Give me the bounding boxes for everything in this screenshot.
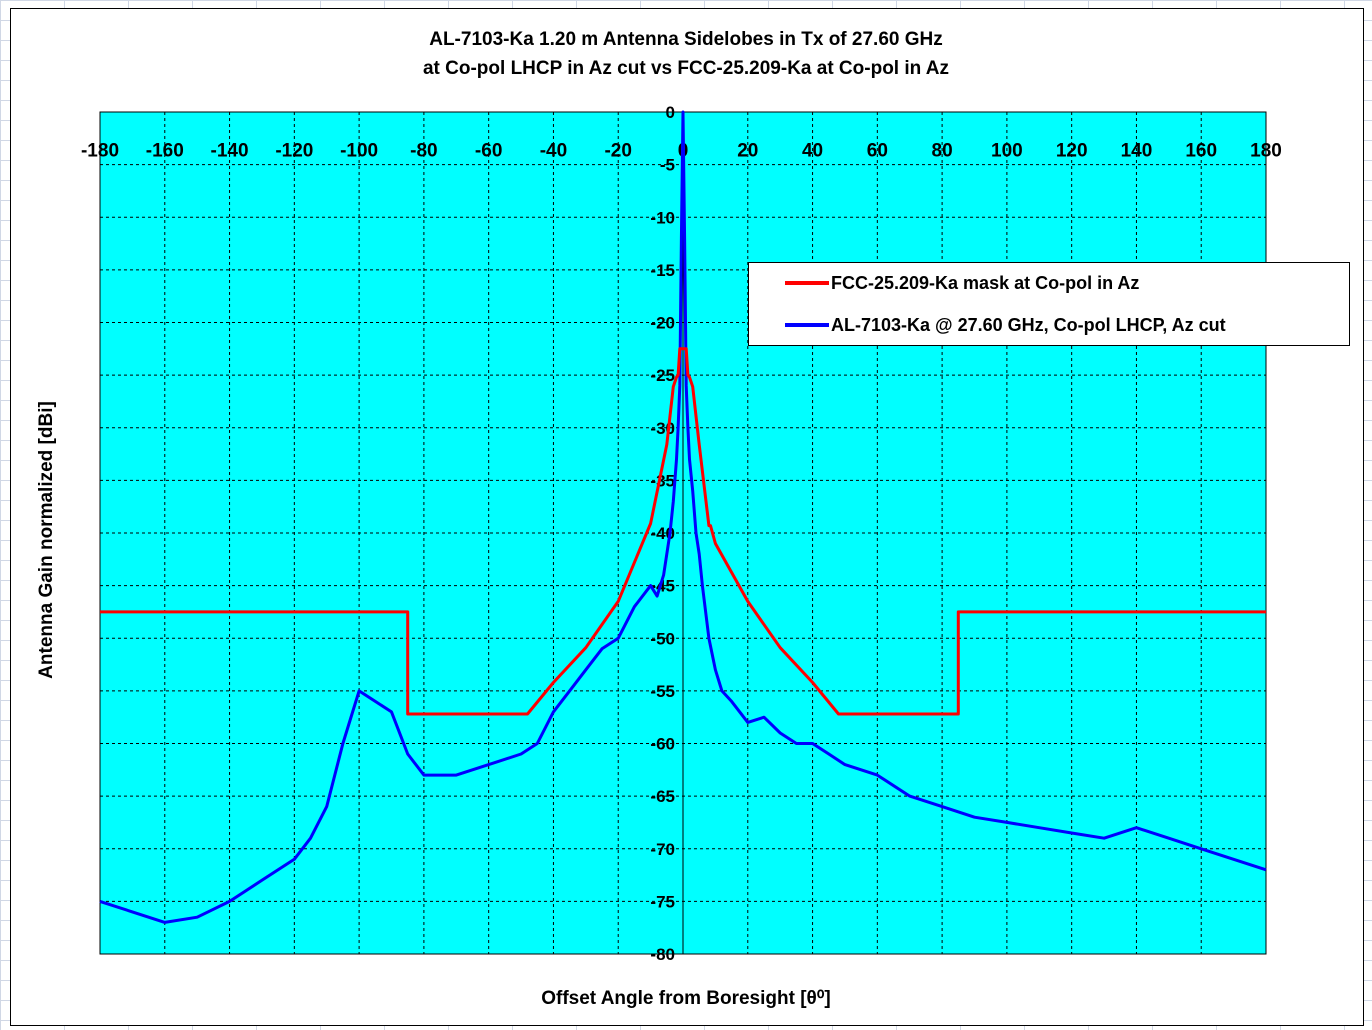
chart-title: AL-7103-Ka 1.20 m Antenna Sidelobes in T… [429, 29, 943, 50]
y-tick-label: -55 [650, 682, 675, 701]
y-tick-label: -5 [660, 156, 675, 175]
x-tick-label: -20 [604, 141, 631, 162]
legend-label: FCC-25.209-Ka mask at Co-pol in Az [831, 272, 1140, 293]
x-tick-label: 140 [1121, 141, 1153, 162]
y-tick-label: -75 [650, 892, 675, 911]
y-tick-label: -35 [650, 471, 675, 490]
x-tick-label: -120 [275, 141, 313, 162]
legend-item-antenna-pattern: AL-7103-Ka @ 27.60 GHz, Co-pol LHCP, Az … [785, 313, 1226, 337]
x-tick-label: -40 [540, 141, 567, 162]
series-line-fcc-mask [100, 347, 1266, 716]
x-tick-label: 60 [867, 141, 888, 162]
y-tick-label: 0 [666, 103, 675, 122]
x-tick-label: -60 [475, 141, 502, 162]
legend-item-fcc-mask: FCC-25.209-Ka mask at Co-pol in Az [785, 271, 1139, 295]
y-tick-label: -15 [650, 261, 675, 280]
y-tick-label: -80 [650, 945, 675, 964]
chart-subtitle: at Co-pol LHCP in Az cut vs FCC-25.209-K… [422, 58, 950, 79]
y-axis-label: Antenna Gain normalized [dBi] [36, 401, 57, 679]
x-tick-label: -180 [81, 141, 119, 162]
y-tick-label: -30 [650, 419, 675, 438]
y-tick-label: -10 [650, 208, 675, 227]
legend-label: AL-7103-Ka @ 27.60 GHz, Co-pol LHCP, Az … [831, 314, 1226, 335]
y-tick-label: -20 [650, 314, 675, 333]
x-axis-label: Offset Angle from Boresight [θ⁰] [541, 988, 831, 1009]
legend[interactable]: FCC-25.209-Ka mask at Co-pol in Az AL-71… [748, 262, 1350, 346]
x-tick-label: -160 [146, 141, 184, 162]
y-tick-label: -65 [650, 787, 675, 806]
y-tick-label: -50 [650, 629, 675, 648]
y-tick-label: -25 [650, 366, 675, 385]
legend-swatch-red [785, 281, 829, 285]
x-tick-label: 100 [991, 141, 1023, 162]
y-tick-label: -45 [650, 577, 675, 596]
x-tick-label: -80 [410, 141, 437, 162]
y-tick-label: -60 [650, 735, 675, 754]
y-tick-label: -70 [650, 840, 675, 859]
x-tick-label: 180 [1250, 141, 1282, 162]
x-tick-label: 20 [737, 141, 758, 162]
series-line-antenna-pattern [99, 110, 1267, 924]
x-tick-label: -100 [340, 141, 378, 162]
x-tick-label: 160 [1185, 141, 1217, 162]
x-tick-label: 40 [802, 141, 823, 162]
x-tick-label: 120 [1056, 141, 1088, 162]
x-tick-label: 80 [932, 141, 953, 162]
x-tick-label: -140 [211, 141, 249, 162]
legend-swatch-blue [785, 323, 829, 327]
